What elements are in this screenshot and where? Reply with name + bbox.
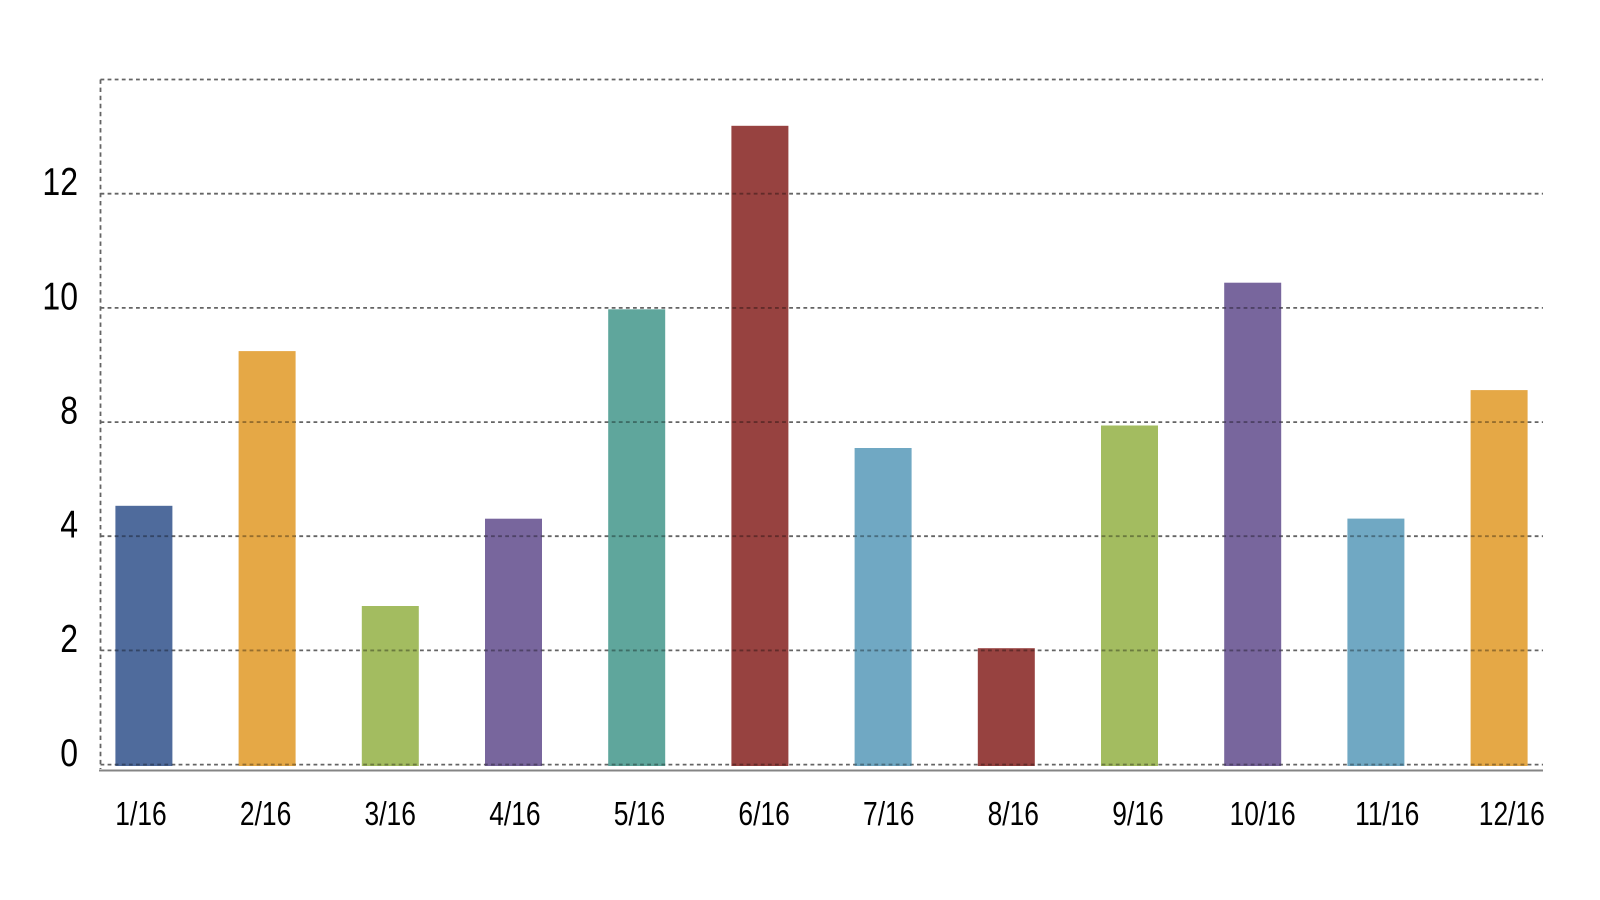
svg-text:8: 8 — [60, 389, 78, 433]
svg-text:12: 12 — [42, 160, 78, 204]
svg-text:4/16: 4/16 — [489, 796, 540, 832]
svg-text:7/16: 7/16 — [863, 796, 914, 832]
svg-text:2: 2 — [60, 617, 78, 661]
svg-text:11/16: 11/16 — [1355, 796, 1419, 832]
svg-text:4: 4 — [60, 503, 78, 547]
svg-text:5/16: 5/16 — [614, 796, 665, 832]
svg-text:3/16: 3/16 — [365, 796, 416, 832]
svg-text:2/16: 2/16 — [240, 796, 291, 832]
svg-text:10: 10 — [42, 274, 78, 318]
svg-text:9/16: 9/16 — [1112, 796, 1163, 832]
svg-text:12/16: 12/16 — [1479, 796, 1545, 832]
svg-text:8/16: 8/16 — [988, 796, 1039, 832]
svg-text:1/16: 1/16 — [115, 796, 166, 832]
svg-text:10/16: 10/16 — [1230, 796, 1296, 832]
svg-text:6/16: 6/16 — [738, 796, 789, 832]
svg-text:0: 0 — [60, 731, 78, 775]
